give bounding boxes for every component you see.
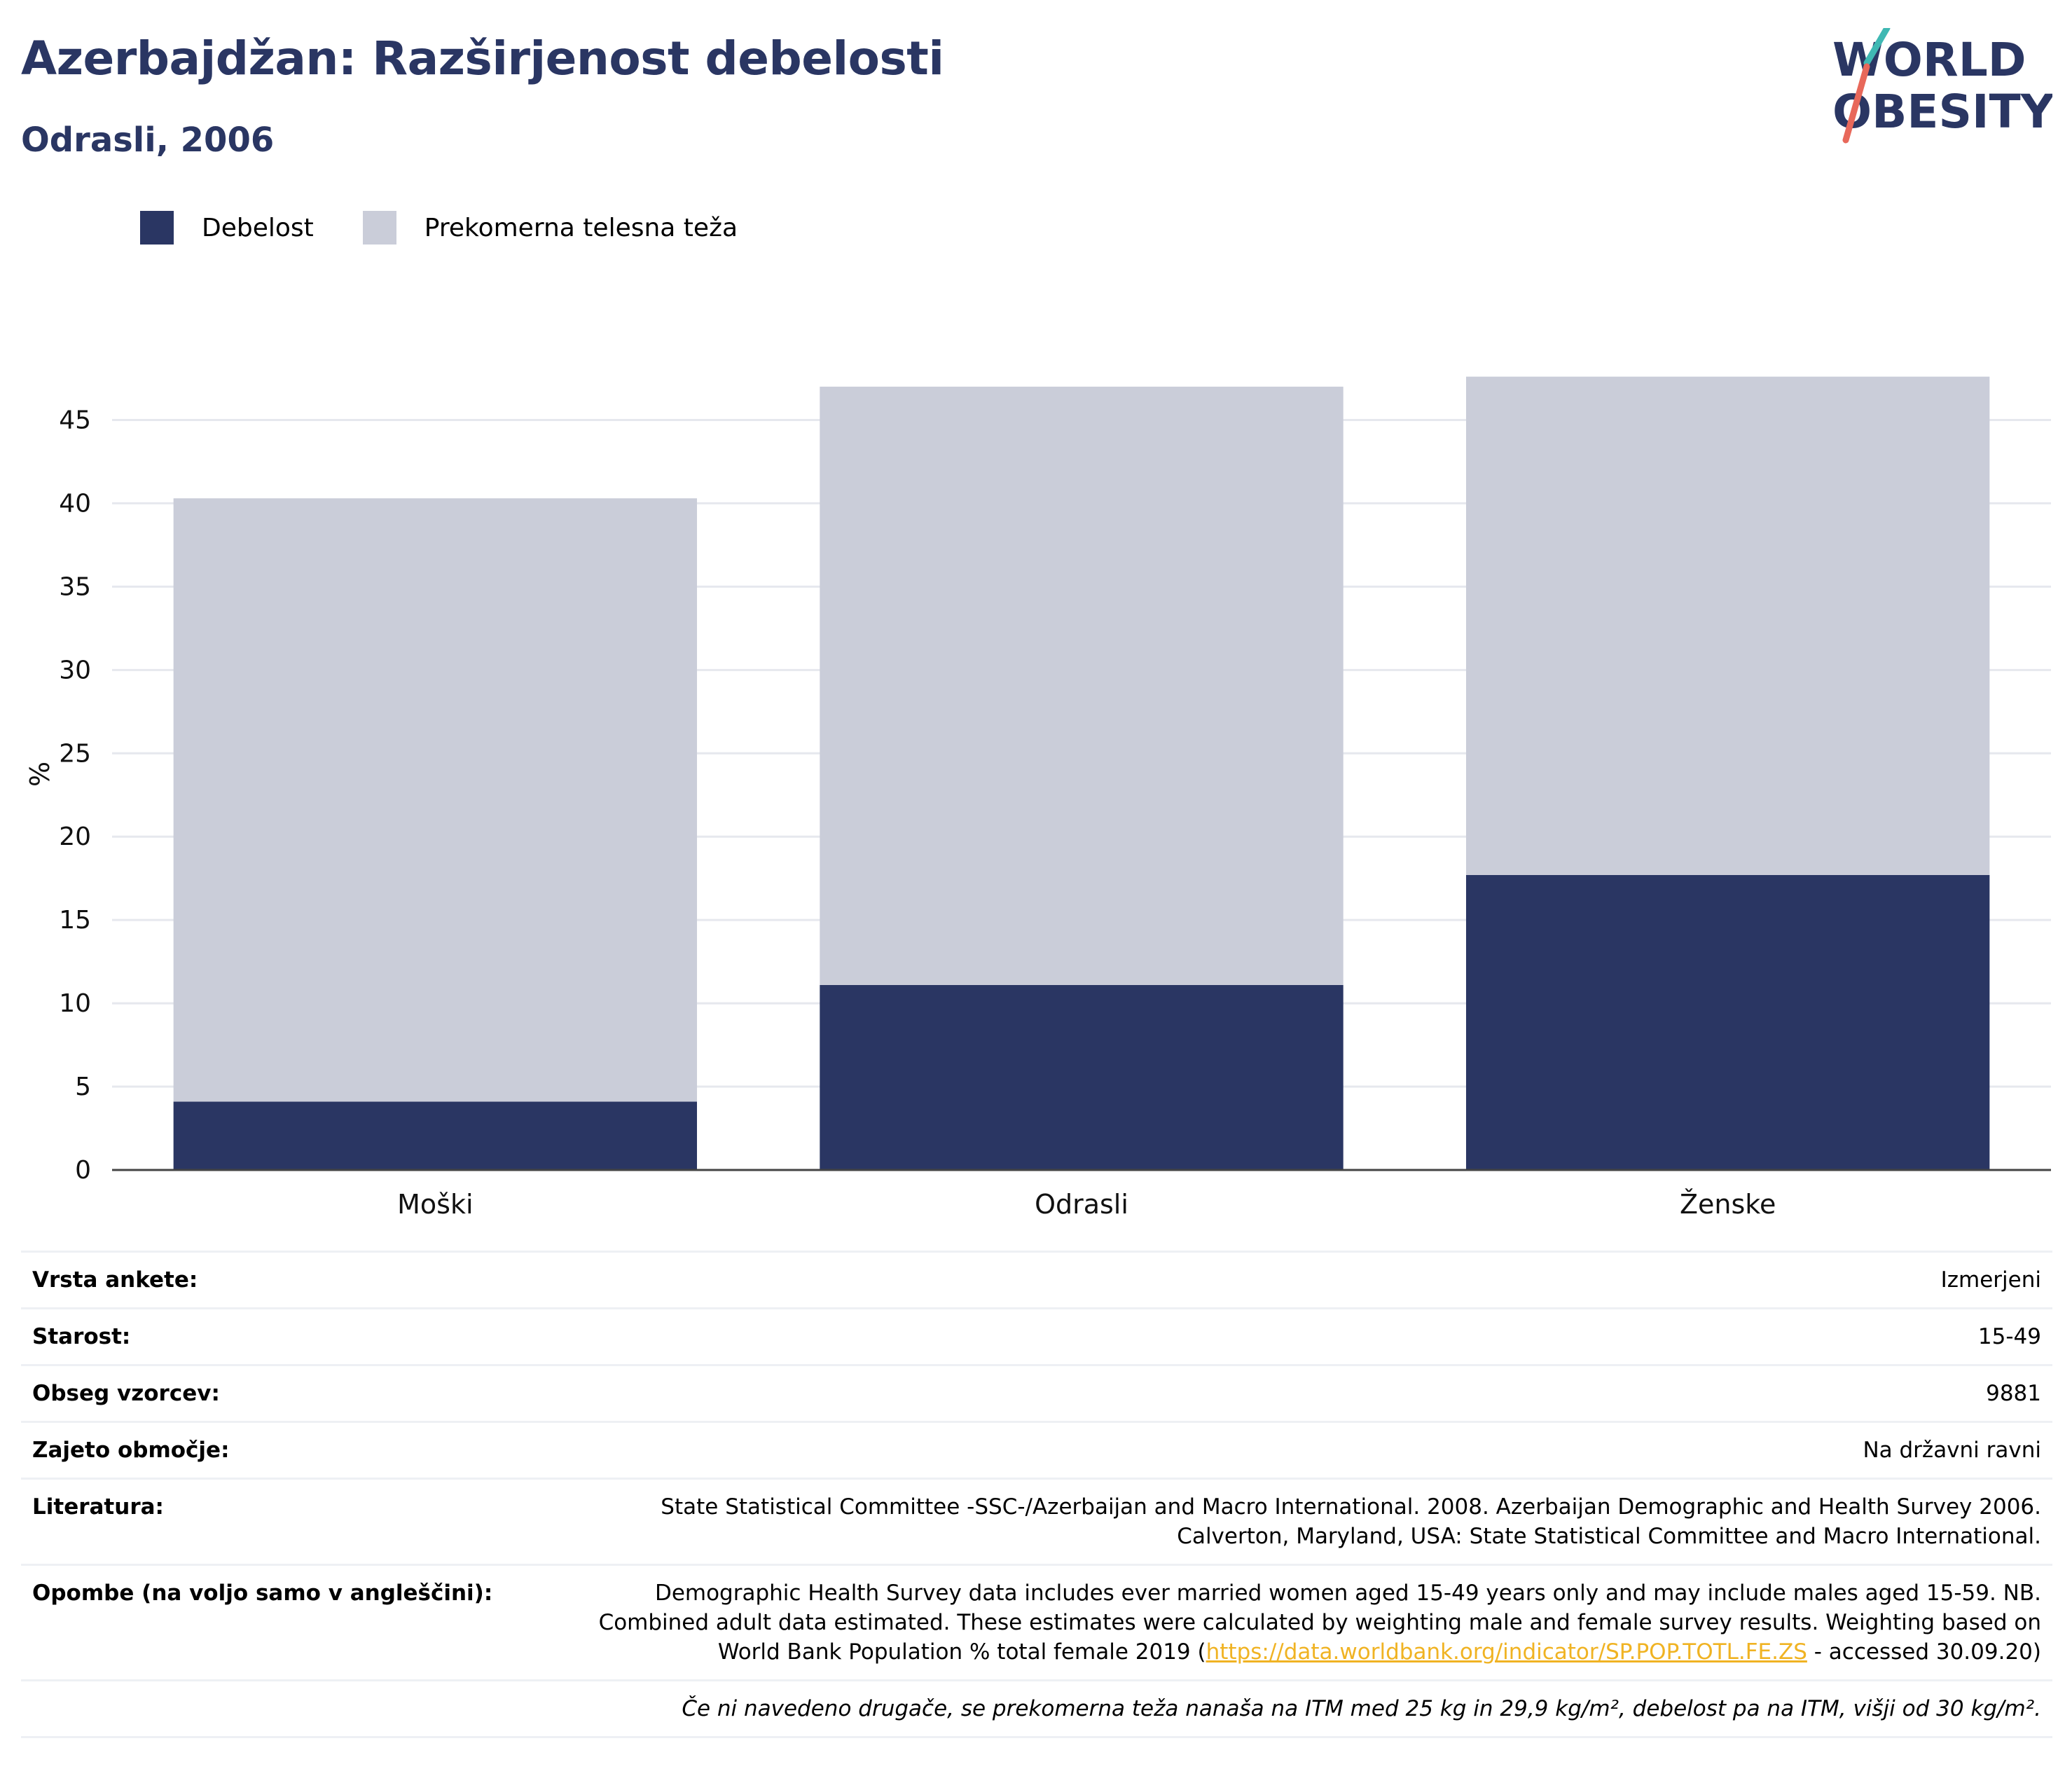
y-tick-label: 40: [59, 489, 91, 518]
reference-line: Calverton, Maryland, USA: State Statisti…: [1177, 1524, 2041, 1549]
y-axis-title: %: [25, 762, 55, 787]
bmi-footnote: Če ni navedeno drugače, se prekomerna te…: [21, 1679, 2052, 1738]
page-subtitle: Odrasli, 2006: [21, 121, 275, 160]
legend-item-obesity[interactable]: Debelost: [140, 211, 314, 245]
chart-legend: Debelost Prekomerna telesna teža: [140, 210, 787, 245]
y-tick-label: 20: [59, 822, 91, 851]
world-obesity-logo: WORLD OBESITY: [1832, 28, 2052, 144]
meta-value: Na državni ravni: [534, 1421, 2052, 1479]
y-tick-label: 30: [59, 656, 91, 684]
bar-overweight: [1465, 376, 1990, 875]
y-tick-label: 45: [59, 406, 91, 434]
notes-line: World Bank Population % total female 201…: [545, 1637, 2041, 1667]
legend-label-obesity: Debelost: [202, 213, 314, 242]
meta-row-notes: Opombe (na voljo samo v angleščini): Dem…: [21, 1564, 2052, 1681]
meta-row-survey-type: Vrsta ankete: Izmerjeni: [21, 1251, 2052, 1309]
x-tick-label: Ženske: [1680, 1189, 1776, 1220]
notes-text: - accessed 30.09.20): [1807, 1639, 2041, 1665]
svg-text:OBESITY: OBESITY: [1832, 85, 2052, 139]
x-tick-label: Moški: [397, 1189, 473, 1220]
meta-value: State Statistical Committee -SSC-/Azerba…: [534, 1478, 2052, 1565]
x-tick-label: Odrasli: [1035, 1189, 1128, 1220]
bar-obesity: [173, 1101, 698, 1170]
meta-row-area: Zajeto območje: Na državni ravni: [21, 1421, 2052, 1479]
meta-row-sample-size: Obseg vzorcev: 9881: [21, 1364, 2052, 1422]
bar-obesity: [1465, 874, 1990, 1170]
meta-key: Zajeto območje:: [21, 1421, 534, 1479]
reference-line: State Statistical Committee -SSC-/Azerba…: [661, 1494, 2041, 1520]
y-tick-label: 5: [75, 1073, 91, 1101]
y-tick-label: 35: [59, 572, 91, 601]
notes-line: Demographic Health Survey data includes …: [654, 1581, 2041, 1606]
meta-key: Starost:: [21, 1307, 534, 1365]
y-tick-label: 25: [59, 739, 91, 768]
meta-value: Demographic Health Survey data includes …: [534, 1564, 2052, 1681]
meta-key: Vrsta ankete:: [21, 1251, 534, 1309]
bar-chart: 0 5 10 15 20 25 30 35 40 45% Moški Odrasli Ženske: [25, 376, 2051, 1220]
meta-row-reference: Literatura: State Statistical Committee …: [21, 1478, 2052, 1565]
page-title: Azerbajdžan: Razširjenost debelosti: [21, 32, 944, 85]
y-tick-label: 15: [59, 906, 91, 935]
legend-swatch-overweight: [362, 211, 396, 245]
meta-row-footnote: Če ni navedeno drugače, se prekomerna te…: [21, 1679, 2052, 1738]
bar-overweight: [173, 498, 698, 1102]
worldbank-link[interactable]: https://data.worldbank.org/indicator/SP.…: [1206, 1639, 1807, 1665]
meta-value: 9881: [534, 1364, 2052, 1422]
y-tick-label: 0: [75, 1156, 91, 1185]
meta-key: Obseg vzorcev:: [21, 1364, 534, 1422]
meta-row-age: Starost: 15-49: [21, 1307, 2052, 1365]
bar-overweight: [820, 386, 1344, 985]
legend-swatch-obesity: [140, 211, 174, 245]
notes-line: Combined adult data estimated. These est…: [598, 1610, 2041, 1635]
meta-value: 15-49: [534, 1307, 2052, 1365]
bar-obesity: [820, 984, 1344, 1170]
legend-item-overweight[interactable]: Prekomerna telesna teža: [362, 211, 738, 245]
meta-key: Opombe (na voljo samo v angleščini):: [21, 1564, 534, 1681]
meta-value: Izmerjeni: [534, 1251, 2052, 1309]
survey-metadata-table: Vrsta ankete: Izmerjeni Starost: 15-49 O…: [21, 1251, 2052, 1738]
legend-label-overweight: Prekomerna telesna teža: [424, 213, 738, 242]
y-tick-label: 10: [59, 989, 91, 1018]
notes-text: World Bank Population % total female 201…: [717, 1639, 1206, 1665]
meta-key: Literatura:: [21, 1478, 534, 1565]
